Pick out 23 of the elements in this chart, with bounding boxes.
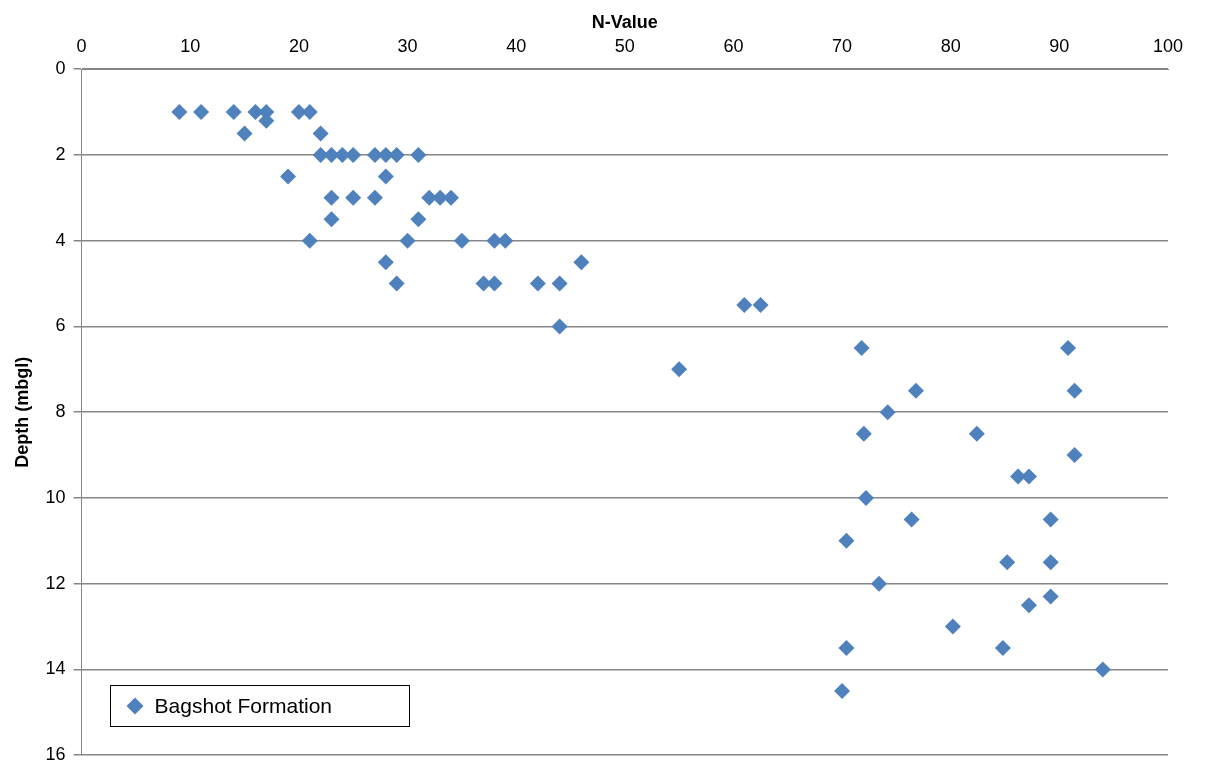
y-tick-label: 10 [45, 486, 66, 507]
y-tick-label: 14 [45, 658, 66, 679]
y-tick-label: 0 [55, 58, 66, 79]
y-axis-title: Depth (mbgl) [11, 356, 32, 468]
legend-label: Bagshot Formation [154, 694, 333, 719]
x-tick-label: 70 [832, 36, 853, 57]
x-axis-title: N-Value [591, 11, 658, 32]
x-tick-label: 80 [940, 36, 961, 57]
x-tick-label: 10 [180, 36, 201, 57]
y-tick-label: 12 [45, 572, 66, 593]
x-tick-label: 60 [723, 36, 744, 57]
y-tick-label: 16 [45, 744, 66, 765]
x-tick-label: 50 [614, 36, 635, 57]
x-tick-label: 30 [397, 36, 418, 57]
x-tick-label: 90 [1049, 36, 1070, 57]
y-tick-label: 4 [55, 229, 66, 250]
y-tick-label: 6 [55, 315, 66, 336]
x-tick-label: 0 [76, 36, 87, 57]
x-tick-label: 100 [1152, 36, 1184, 57]
y-tick-label: 8 [55, 401, 66, 422]
x-tick-label: 40 [506, 36, 527, 57]
x-tick-label: 20 [288, 36, 309, 57]
y-tick-label: 2 [55, 143, 66, 164]
